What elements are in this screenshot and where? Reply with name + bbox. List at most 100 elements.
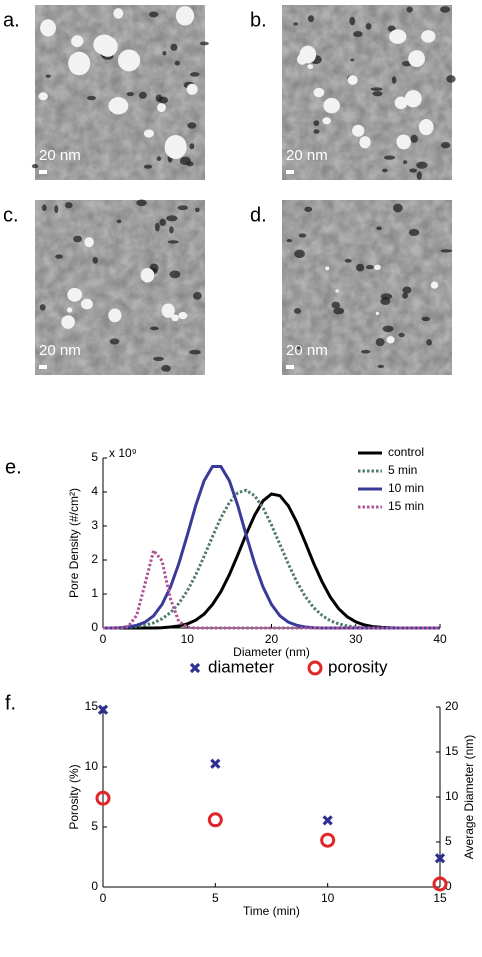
pore [108,97,129,115]
y-tick-label: 10 [85,759,99,773]
pore [307,64,314,70]
dark-grain [54,205,59,214]
panel-label: d. [250,204,267,226]
pore [171,314,179,322]
dark-grain [170,43,178,51]
pore [408,50,425,68]
dark-grain [382,168,388,173]
dark-grain [31,164,39,169]
x-tick-label: 5 [212,891,219,905]
dark-grain [350,58,355,62]
y2-tick-label: 0 [445,879,452,893]
panel-label: b. [250,9,267,31]
y-tick-label: 5 [91,819,98,833]
x-tick-label: 15 [433,891,447,905]
dark-grain [153,356,165,361]
dark-grain [344,258,352,263]
marker-x [322,815,333,826]
panel-label: e. [5,456,22,478]
x-axis-label: Time (min) [243,904,300,918]
scale-bar-label: 20 nm [286,342,328,359]
x-tick-label: 10 [321,891,335,905]
pore [396,134,411,150]
pore [178,311,188,320]
pore [373,264,381,271]
dark-grain [370,87,383,91]
dark-grain [293,308,302,314]
y2-tick-label: 15 [445,744,459,758]
dark-grain [189,349,201,355]
pore [322,117,331,125]
dark-grain [446,75,456,83]
marker-x [434,853,446,864]
dark-grain [380,297,391,306]
dark-grain [426,339,432,346]
scale-bar [39,365,47,369]
dark-grain [349,16,356,26]
y-tick-label: 2 [91,552,98,566]
y-tick-label: 0 [91,620,98,634]
dark-grain [313,120,320,126]
marker-o [307,660,323,676]
micrograph-texture [35,200,205,375]
pore [84,237,94,248]
curve [103,465,440,630]
scale-bar [286,365,294,369]
pore [421,30,436,43]
dark-grain [402,292,408,299]
marker-o [95,790,111,806]
dark-grain [410,134,418,143]
pore [299,45,317,64]
pore [80,298,93,310]
dark-grain [286,238,293,243]
dark-grain [162,50,167,56]
dark-grain [189,143,195,150]
y-tick-label: 5 [91,450,98,464]
x-tick-label: 20 [265,632,279,646]
micrograph: 20 nm [282,200,453,375]
pore [143,129,154,138]
pore [394,96,408,110]
legend-label: 10 min [388,481,424,495]
dark-grain [377,364,385,369]
dark-grain [353,31,363,38]
dark-grain [92,256,99,264]
x-tick-label: 10 [181,632,195,646]
legend-label: control [388,445,424,459]
pore [157,103,166,113]
y-tick-label: 3 [91,518,98,532]
marker-o [432,876,448,892]
dark-grain [179,156,191,166]
pore [40,19,57,37]
pore [375,311,380,316]
pore [325,266,330,271]
dark-grain [439,6,451,13]
curve [103,492,440,630]
dark-grain [64,202,73,209]
dark-grain [365,23,372,30]
pore [359,136,371,149]
dark-grain [41,204,47,212]
micrograph: 20 nm [35,199,205,375]
marker-o [320,832,336,848]
dark-grain [313,129,320,134]
dark-grain [150,326,159,331]
pore [161,303,175,318]
dark-grain [440,249,453,253]
micrograph: 20 nm [282,5,456,180]
scale-bar-label: 20 nm [39,147,81,164]
dark-grain [331,301,341,309]
y-tick-label: 4 [91,484,98,498]
pore [404,90,422,108]
legend-label: porosity [328,657,388,676]
legend-label: 5 min [388,463,417,477]
marker-x [97,704,109,715]
dark-grain [174,60,180,66]
dark-grain [73,235,83,243]
dark-grain [355,263,365,272]
y2-tick-label: 10 [445,789,459,803]
pore [386,336,395,344]
pore [323,98,340,114]
dark-grain [391,76,397,84]
